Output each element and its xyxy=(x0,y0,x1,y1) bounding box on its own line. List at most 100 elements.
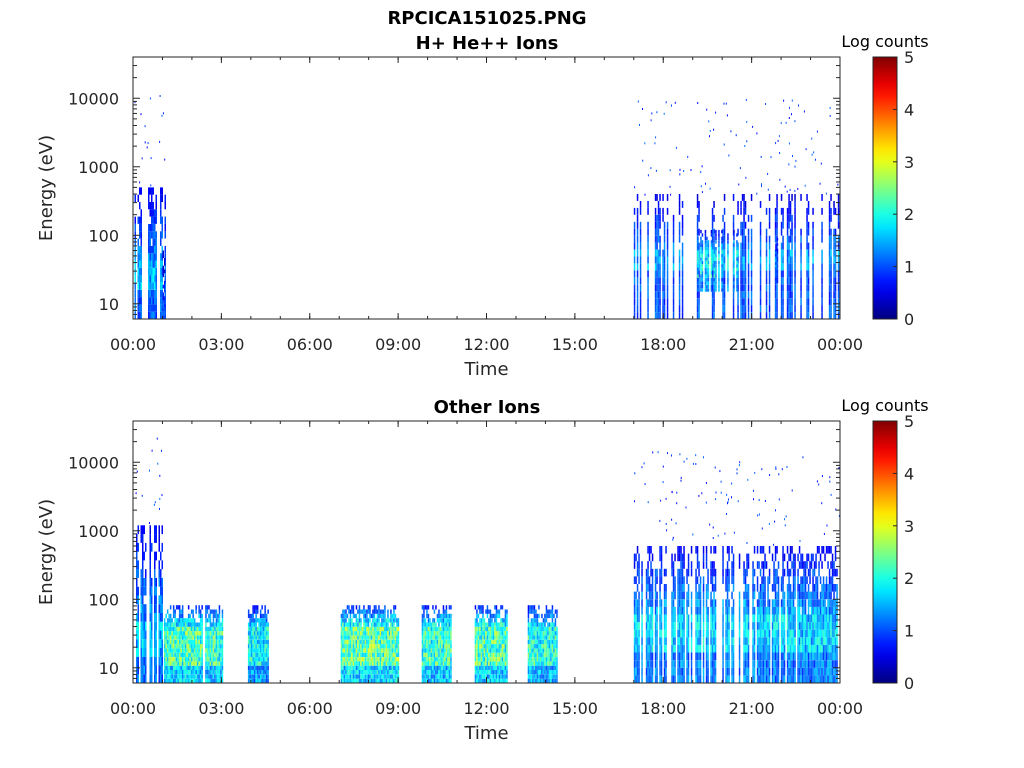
spectrogram-cell xyxy=(776,261,779,265)
speckle xyxy=(784,185,786,188)
spectrogram-cell xyxy=(710,667,712,676)
spectrogram-cell xyxy=(172,657,175,662)
spectrogram-cell xyxy=(149,260,151,268)
spectrogram-cell xyxy=(722,256,724,264)
spectrogram-cell xyxy=(654,622,657,630)
spectrogram-cell xyxy=(390,652,392,657)
spectrogram-cell xyxy=(201,622,203,627)
spectrogram-cell xyxy=(180,613,182,619)
spectrogram-cell xyxy=(765,242,768,250)
spectrogram-cell xyxy=(189,670,191,675)
spectrogram-cell xyxy=(498,644,501,649)
spectrogram-cell xyxy=(651,591,654,600)
spectrogram-cell xyxy=(780,305,783,312)
spectrogram-cell xyxy=(168,657,170,662)
spectrogram-cell xyxy=(351,648,353,653)
spectrogram-cell xyxy=(393,639,395,645)
spectrogram-cell xyxy=(435,657,437,662)
spectrogram-cell xyxy=(690,561,693,569)
spectrogram-cell xyxy=(221,657,224,662)
spectrogram-cell xyxy=(134,260,136,268)
spectrogram-cell xyxy=(162,292,164,297)
spectrogram-cell xyxy=(547,674,549,679)
spectrogram-cell xyxy=(354,665,356,670)
spectrogram-cell xyxy=(348,618,350,623)
spectrogram-cell xyxy=(699,576,702,584)
spectrogram-cell xyxy=(554,665,557,670)
spectrogram-cell xyxy=(536,639,539,645)
spectrogram-cell xyxy=(361,644,364,649)
spectrogram-cell xyxy=(659,207,661,215)
spectrogram-cell xyxy=(633,629,636,638)
spectrogram-cell xyxy=(645,644,648,653)
spectrogram-cell xyxy=(665,599,667,607)
spectrogram-cell xyxy=(707,629,709,638)
spectrogram-cell xyxy=(445,613,448,619)
spectrogram-cell xyxy=(171,652,173,657)
spectrogram-cell xyxy=(491,635,493,640)
spectrogram-cell xyxy=(713,675,715,683)
spectrogram-cell xyxy=(160,665,162,675)
spectrogram-cell xyxy=(343,648,346,653)
spectrogram-cell xyxy=(633,312,636,319)
spectrogram-cell xyxy=(155,630,157,640)
spectrogram-cell xyxy=(506,644,508,649)
spectrogram-cell xyxy=(666,242,669,250)
spectrogram-cell xyxy=(656,568,658,577)
spectrogram-cell xyxy=(536,670,539,675)
spectrogram-cell xyxy=(650,606,652,615)
spectrogram-cell xyxy=(532,605,534,610)
spectrogram-cell xyxy=(388,644,391,649)
spectrogram-cell xyxy=(548,631,551,636)
spectrogram-cell xyxy=(220,639,222,645)
spectrogram-cell xyxy=(834,207,837,215)
spectrogram-cell xyxy=(695,614,697,623)
spectrogram-cell xyxy=(636,235,639,243)
spectrogram-cell xyxy=(158,674,160,683)
spectrogram-cell xyxy=(427,639,430,645)
spectrogram-cell xyxy=(161,253,163,261)
spectrogram-cell xyxy=(139,224,141,232)
spectrogram-cell xyxy=(705,660,708,668)
spectrogram-cell xyxy=(698,675,700,683)
spectrogram-cell xyxy=(378,661,380,666)
spectrogram-cell xyxy=(360,678,362,683)
spectrogram-cell xyxy=(662,256,664,264)
spectrogram-cell xyxy=(423,657,425,662)
spectrogram-cell xyxy=(349,631,352,636)
spectrogram-cell xyxy=(710,240,713,244)
spectrogram-cell xyxy=(429,657,431,662)
spectrogram-cell xyxy=(750,214,753,222)
spectrogram-cell xyxy=(710,568,712,577)
x-tick-label: 06:00 xyxy=(287,335,333,354)
spectrogram-cell xyxy=(489,657,492,662)
spectrogram-cell xyxy=(633,263,636,271)
spectrogram-cell xyxy=(500,678,502,683)
spectrogram-cell xyxy=(532,652,534,657)
spectrogram-cell xyxy=(187,674,190,679)
spectrogram-cell xyxy=(164,258,166,262)
spectrogram-cell xyxy=(645,576,648,584)
spectrogram-cell xyxy=(181,605,184,610)
spectrogram-cell xyxy=(352,635,355,640)
spectrogram-cell xyxy=(183,618,185,623)
spectrogram-cell xyxy=(722,242,724,250)
spectrogram-cell xyxy=(765,256,768,264)
spectrogram-cell xyxy=(696,622,699,630)
spectrogram-cell xyxy=(376,613,379,619)
spectrogram-cell xyxy=(384,635,386,640)
spectrogram-cell xyxy=(447,674,449,679)
spectrogram-cell xyxy=(488,622,490,627)
spectrogram-cell xyxy=(351,635,353,640)
spectrogram-cell xyxy=(545,618,548,623)
spectrogram-cell xyxy=(542,670,545,675)
spectrogram-cell xyxy=(354,613,356,619)
spectrogram-cell xyxy=(639,221,642,229)
spectrogram-cell xyxy=(370,631,373,636)
spectrogram-cell xyxy=(435,635,437,640)
spectrogram-cell xyxy=(430,678,433,683)
spectrogram-cell xyxy=(648,576,651,584)
spectrogram-cell xyxy=(744,242,747,250)
spectrogram-cell xyxy=(354,631,356,636)
spectrogram-cell xyxy=(633,284,636,292)
